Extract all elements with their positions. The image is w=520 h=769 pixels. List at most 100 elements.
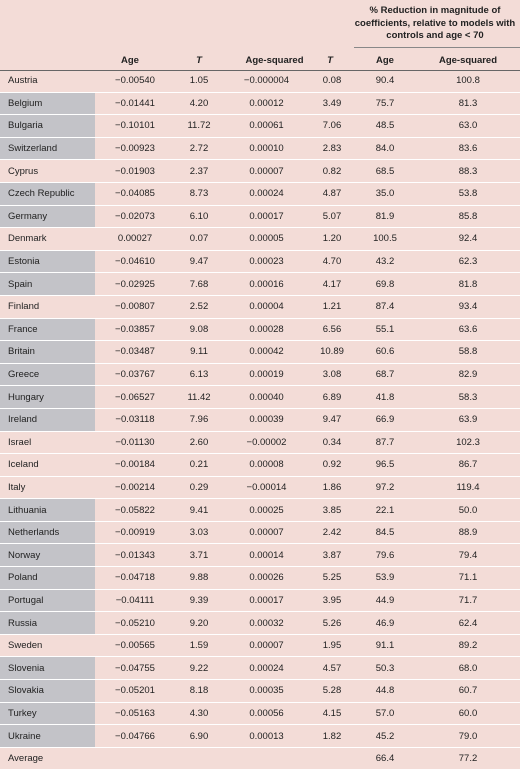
reduction-age-cell: 41.8 <box>354 385 416 409</box>
t-age-cell: 9.11 <box>175 340 223 364</box>
t-age-cell: 9.47 <box>175 250 223 274</box>
col-header-reduction-age-squared: Age-squared <box>438 55 498 66</box>
country-cell: Ireland <box>0 408 95 432</box>
reduction-age-squared-cell: 63.6 <box>416 318 520 342</box>
t-age-cell: 6.90 <box>175 724 223 748</box>
age-coef-cell: −0.03487 <box>95 340 175 364</box>
country-cell: Turkey <box>0 702 95 726</box>
t-age-cell: 3.03 <box>175 521 223 545</box>
t-age-cell: 2.60 <box>175 431 223 455</box>
age-squared-coef-cell: 0.00019 <box>223 363 310 387</box>
table-row: Belgium −0.01441 4.20 0.00012 3.49 75.7 81.3 <box>0 92 520 116</box>
reduction-age-cell: 46.9 <box>354 611 416 635</box>
age-coef-cell: −0.01130 <box>95 431 175 455</box>
age-squared-coef-cell: 0.00008 <box>223 453 310 477</box>
country-cell: Israel <box>0 431 95 455</box>
country-cell: Lithuania <box>0 498 95 522</box>
t-age-cell: 7.96 <box>175 408 223 432</box>
age-coef-cell: −0.03118 <box>95 408 175 432</box>
country-cell: Spain <box>0 272 95 296</box>
t-age-squared-cell: 0.08 <box>310 70 354 93</box>
t-age-cell: 9.88 <box>175 566 223 590</box>
age-coef-cell: −0.05822 <box>95 498 175 522</box>
table-row: Czech Republic −0.04085 8.73 0.00024 4.87 35.… <box>0 182 520 206</box>
t-age-squared-cell: 5.26 <box>310 611 354 635</box>
table-row: Poland −0.04718 9.88 0.00026 5.25 53.9 71.1 <box>0 566 520 590</box>
t-age-cell: 8.18 <box>175 679 223 703</box>
t-age-squared-cell: 3.08 <box>310 363 354 387</box>
reduction-age-cell: 60.6 <box>354 340 416 364</box>
age-squared-coef-cell: 0.00007 <box>223 159 310 183</box>
reduction-age-cell: 35.0 <box>354 182 416 206</box>
table-row: Norway −0.01343 3.71 0.00014 3.87 79.6 79.4 <box>0 543 520 568</box>
age-coef-cell: −0.05163 <box>95 702 175 726</box>
table-row: Denmark 0.00027 0.07 0.00005 1.20 100.5 92.4 <box>0 227 520 251</box>
reduction-age-cell: 79.6 <box>354 543 416 568</box>
age-coef-cell: −0.03767 <box>95 363 175 387</box>
age-coef-cell: −0.02073 <box>95 205 175 229</box>
reduction-age-squared-cell: 83.6 <box>416 137 520 161</box>
group-header-rule <box>354 47 520 48</box>
age-squared-coef-cell: 0.00042 <box>223 340 310 364</box>
reduction-age-squared-cell: 102.3 <box>416 431 520 455</box>
age-squared-coef-cell: 0.00016 <box>223 272 310 296</box>
reduction-age-squared-cell: 79.4 <box>416 543 520 568</box>
table-row: Average 66.4 77.2 <box>0 747 520 769</box>
reduction-age-cell: 50.3 <box>354 656 416 681</box>
country-cell: Denmark <box>0 227 95 251</box>
col-header-age-squared: Age-squared <box>245 55 304 66</box>
reduction-age-squared-cell: 77.2 <box>416 747 520 769</box>
reduction-age-squared-cell: 63.0 <box>416 114 520 138</box>
table-row: Italy −0.00214 0.29 −0.00014 1.86 97.2 119.4 <box>0 476 520 500</box>
t-age-cell: 4.30 <box>175 702 223 726</box>
reduction-age-cell: 87.4 <box>354 295 416 319</box>
table-row: Estonia −0.04610 9.47 0.00023 4.70 43.2 62.3 <box>0 250 520 274</box>
t-age-squared-cell: 2.83 <box>310 137 354 161</box>
country-cell: Norway <box>0 543 95 568</box>
reduction-age-squared-cell: 88.9 <box>416 521 520 545</box>
age-squared-coef-cell: −0.00002 <box>223 431 310 455</box>
t-age-cell: 9.39 <box>175 589 223 613</box>
reduction-age-cell: 43.2 <box>354 250 416 274</box>
reduction-age-squared-cell: 85.8 <box>416 205 520 229</box>
age-coef-cell: −0.05201 <box>95 679 175 703</box>
age-squared-coef-cell: 0.00017 <box>223 205 310 229</box>
reduction-age-squared-cell: 71.1 <box>416 566 520 590</box>
t-age-squared-cell: 7.06 <box>310 114 354 138</box>
reduction-age-cell: 68.5 <box>354 159 416 183</box>
reduction-age-cell: 22.1 <box>354 498 416 522</box>
t-age-squared-cell: 1.86 <box>310 476 354 500</box>
table-row: Spain −0.02925 7.68 0.00016 4.17 69.8 81.8 <box>0 272 520 296</box>
t-age-squared-cell: 1.21 <box>310 295 354 319</box>
t-age-cell: 8.73 <box>175 182 223 206</box>
age-squared-coef-cell: 0.00061 <box>223 114 310 138</box>
reduction-age-cell: 100.5 <box>354 227 416 251</box>
t-age-squared-cell: 1.82 <box>310 724 354 748</box>
age-squared-coef-cell: 0.00012 <box>223 92 310 116</box>
age-squared-coef-cell: 0.00007 <box>223 521 310 545</box>
age-coef-cell: −0.00919 <box>95 521 175 545</box>
table-row: Hungary −0.06527 11.42 0.00040 6.89 41.8 58.3 <box>0 385 520 409</box>
t-age-cell: 0.29 <box>175 476 223 500</box>
t-age-cell: 0.07 <box>175 227 223 251</box>
reduction-age-squared-cell: 89.2 <box>416 634 520 658</box>
age-squared-coef-cell: 0.00023 <box>223 250 310 274</box>
reduction-age-cell: 66.9 <box>354 408 416 432</box>
reduction-age-cell: 84.0 <box>354 137 416 161</box>
age-coef-cell: −0.04755 <box>95 656 175 681</box>
t-age-cell: 6.13 <box>175 363 223 387</box>
t-age-squared-cell: 6.89 <box>310 385 354 409</box>
age-coef-cell: −0.04610 <box>95 250 175 274</box>
t-age-cell: 2.52 <box>175 295 223 319</box>
reduction-age-cell: 96.5 <box>354 453 416 477</box>
reduction-age-squared-cell: 81.8 <box>416 272 520 296</box>
reduction-age-squared-cell: 62.4 <box>416 611 520 635</box>
reduction-age-squared-cell: 86.7 <box>416 453 520 477</box>
data-table: Austria −0.00540 1.05 −0.000004 0.08 90.4 100.… <box>0 70 520 769</box>
t-age-squared-cell: 5.07 <box>310 205 354 229</box>
table-row: France −0.03857 9.08 0.00028 6.56 55.1 63.6 <box>0 318 520 342</box>
reduction-age-squared-cell: 58.3 <box>416 385 520 409</box>
table-row: Russia −0.05210 9.20 0.00032 5.26 46.9 62.4 <box>0 611 520 635</box>
country-cell: Netherlands <box>0 521 95 545</box>
reduction-age-cell: 84.5 <box>354 521 416 545</box>
